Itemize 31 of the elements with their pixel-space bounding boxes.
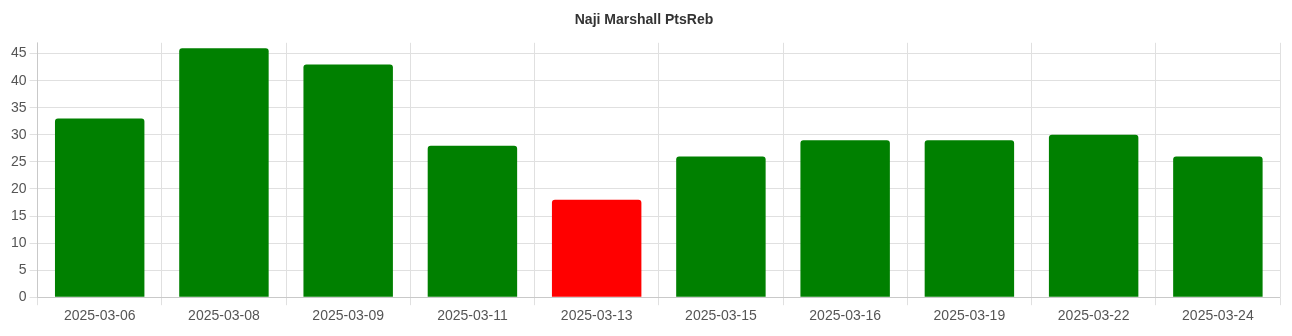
- y-tick-label: 0: [18, 288, 27, 305]
- x-tick-label: 2025-03-22: [1057, 307, 1130, 324]
- y-tick-label: 5: [18, 261, 27, 277]
- bar: [551, 199, 642, 297]
- y-tick-label: 25: [10, 152, 27, 169]
- bar: [676, 156, 766, 297]
- bar: [1048, 134, 1139, 297]
- x-tick-label: 2025-03-11: [437, 307, 508, 324]
- y-tick-label: 45: [10, 44, 27, 61]
- bar: [179, 48, 269, 297]
- y-tick-label: 30: [10, 125, 27, 142]
- y-tick-label: 35: [10, 98, 27, 115]
- x-tick-label: 2025-03-13: [560, 307, 633, 324]
- x-tick-label: 2025-03-06: [63, 307, 136, 324]
- bar: [427, 145, 518, 297]
- y-tick-label: 40: [10, 71, 27, 88]
- x-tick-label: 2025-03-24: [1182, 307, 1254, 324]
- x-tick-label: 2025-03-19: [933, 307, 1006, 324]
- bar: [303, 64, 393, 297]
- x-tick-label: 2025-03-15: [685, 307, 757, 324]
- x-tick-label: 2025-03-16: [809, 307, 882, 324]
- y-tick-label: 20: [10, 179, 27, 196]
- x-tick-label: 2025-03-08: [188, 307, 260, 324]
- bar: [54, 118, 145, 297]
- y-tick-label: 15: [10, 206, 27, 223]
- x-tick-label: 2025-03-09: [312, 307, 385, 324]
- chart-title: Naji Marshall PtsReb: [574, 11, 714, 28]
- bar: [924, 140, 1015, 297]
- y-tick-label: 10: [10, 233, 27, 250]
- bar: [800, 140, 890, 297]
- bar: [1173, 156, 1263, 297]
